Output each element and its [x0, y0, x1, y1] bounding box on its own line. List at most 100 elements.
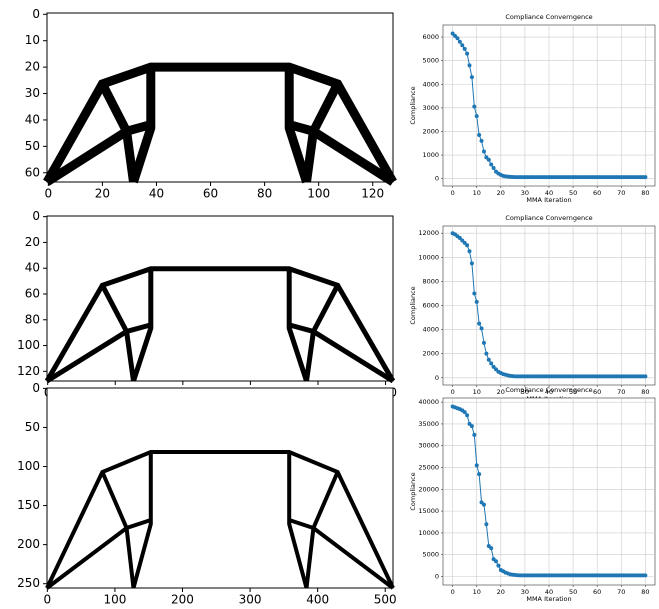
y-tick-label: 0: [32, 209, 40, 223]
y-tick-label: 6000: [422, 302, 439, 310]
x-tick-label: 400: [306, 593, 329, 607]
point: [643, 573, 647, 577]
x-axis-label: MMA Iteration: [526, 595, 571, 603]
point: [484, 352, 488, 356]
y-tick-label: 1000: [422, 151, 439, 159]
point: [496, 564, 500, 568]
y-tick-label: 35000: [418, 420, 439, 428]
point: [477, 133, 481, 137]
y-axis-label: Compliance: [409, 286, 417, 324]
x-tick-label: 80: [641, 588, 649, 596]
y-tick-label: 0: [32, 381, 40, 395]
point: [480, 139, 484, 143]
point: [468, 249, 472, 253]
point: [480, 326, 484, 330]
point: [494, 559, 498, 563]
y-tick-label: 250: [17, 576, 40, 590]
point: [489, 163, 493, 167]
point: [470, 424, 474, 428]
x-tick-label: 300: [239, 593, 262, 607]
y-tick-label: 0: [435, 175, 439, 183]
y-tick-label: 5000: [422, 551, 439, 559]
y-tick-label: 3000: [422, 104, 439, 112]
point: [465, 413, 469, 417]
y-tick-label: 80: [25, 312, 40, 326]
x-tick-label: 0: [44, 593, 52, 607]
x-tick-label: 100: [307, 187, 330, 201]
x-tick-label: 60: [593, 388, 601, 396]
point: [482, 503, 486, 507]
y-tick-label: 10000: [418, 253, 439, 261]
y-tick-label: 4000: [422, 326, 439, 334]
chart-title: Compliance Converngence: [505, 214, 592, 222]
x-tick-label: 80: [641, 189, 649, 197]
y-tick-label: 30000: [418, 442, 439, 450]
x-tick-label: 200: [171, 593, 194, 607]
y-tick-label: 30: [25, 86, 40, 100]
y-tick-label: 5000: [422, 57, 439, 65]
x-axis-label: MMA Iteration: [526, 196, 571, 204]
x-tick-label: 10: [473, 388, 481, 396]
point: [465, 243, 469, 247]
x-tick-label: 70: [617, 388, 625, 396]
y-tick-label: 150: [17, 498, 40, 512]
y-tick-label: 0: [32, 7, 40, 21]
y-axis-label: Compliance: [409, 86, 417, 124]
x-tick-label: 60: [593, 588, 601, 596]
y-tick-label: 40000: [418, 398, 439, 406]
x-tick-label: 70: [617, 189, 625, 197]
y-tick-label: 0: [435, 374, 439, 382]
y-tick-label: 12000: [418, 229, 439, 237]
y-tick-label: 4000: [422, 80, 439, 88]
y-tick-label: 50: [25, 420, 40, 434]
point: [475, 114, 479, 118]
x-tick-label: 0: [451, 388, 455, 396]
point: [468, 63, 472, 67]
point: [643, 175, 647, 179]
x-tick-label: 10: [473, 189, 481, 197]
y-tick-label: 2000: [422, 350, 439, 358]
image-frame: [47, 216, 393, 381]
y-tick-label: 50: [25, 139, 40, 153]
point: [465, 52, 469, 56]
point: [460, 43, 464, 47]
point: [458, 40, 462, 44]
point: [643, 374, 647, 378]
chart-title: Compliance Converngence: [505, 386, 592, 394]
x-tick-label: 100: [103, 593, 126, 607]
x-tick-label: 10: [473, 588, 481, 596]
y-tick-label: 8000: [422, 277, 439, 285]
y-tick-label: 20: [25, 60, 40, 74]
x-tick-label: 20: [95, 187, 110, 201]
x-tick-label: 40: [149, 187, 164, 201]
x-tick-label: 80: [641, 388, 649, 396]
y-tick-label: 200: [17, 537, 40, 551]
point: [477, 322, 481, 326]
point: [470, 261, 474, 265]
x-tick-label: 500: [374, 593, 397, 607]
x-tick-label: 120: [361, 187, 384, 201]
point: [482, 341, 486, 345]
x-tick-label: 70: [617, 588, 625, 596]
y-tick-label: 100: [17, 338, 40, 352]
point: [492, 166, 496, 170]
point: [489, 546, 493, 550]
y-tick-label: 40: [25, 261, 40, 275]
point: [487, 158, 491, 162]
point: [472, 105, 476, 109]
figure: 0204060801001200102030405060010203040506…: [0, 0, 659, 609]
x-tick-label: 0: [451, 189, 455, 197]
y-tick-label: 20: [25, 235, 40, 249]
y-tick-label: 15000: [418, 507, 439, 515]
point: [477, 472, 481, 476]
point: [475, 463, 479, 467]
x-tick-label: 0: [45, 187, 53, 201]
page: 0204060801001200102030405060010203040506…: [0, 0, 659, 609]
y-tick-label: 60: [25, 286, 40, 300]
point: [484, 522, 488, 526]
point: [482, 150, 486, 154]
point: [487, 358, 491, 362]
x-tick-label: 0: [451, 588, 455, 596]
y-tick-label: 120: [17, 364, 40, 378]
y-tick-label: 25000: [418, 464, 439, 472]
